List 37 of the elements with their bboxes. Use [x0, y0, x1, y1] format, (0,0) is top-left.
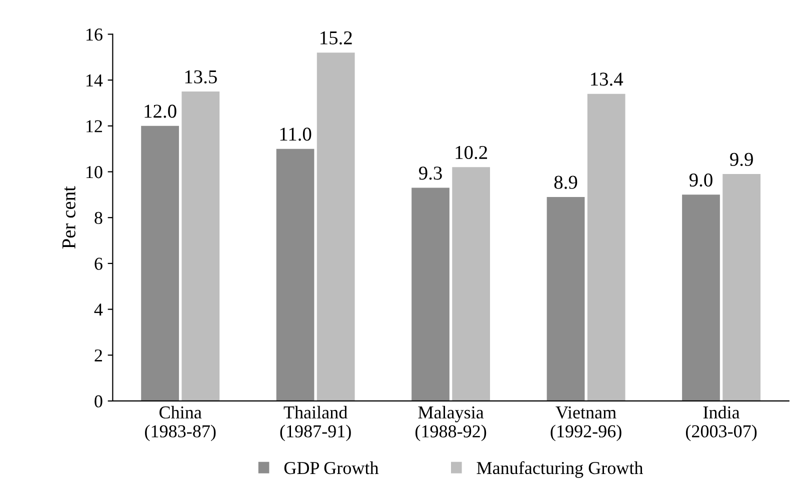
bar [412, 188, 450, 401]
y-tick-label: 4 [94, 304, 103, 316]
data-label: 8.9 [554, 176, 578, 189]
data-label: 12.0 [144, 104, 176, 118]
y-tick-label: 8 [94, 212, 102, 224]
data-label: 15.2 [320, 31, 352, 45]
y-tick-label: 10 [86, 166, 102, 178]
x-tick-label: Vietnam (1992-96) [550, 406, 622, 442]
bar [546, 196, 585, 401]
y-tick-label: 0 [94, 395, 102, 408]
bar [276, 148, 314, 401]
bar [452, 167, 490, 401]
x-tick-label: Malaysia (1988-92) [415, 406, 486, 442]
x-tick-label: Thailand (1987-91) [280, 406, 351, 442]
data-label: 9.9 [730, 152, 753, 166]
bar [182, 92, 220, 401]
data-label: 13.5 [185, 70, 217, 84]
y-tick-label: 2 [94, 349, 102, 362]
data-label: 10.2 [456, 146, 488, 160]
data-label: 13.4 [591, 72, 624, 86]
y-tick-label: 6 [94, 258, 102, 270]
x-tick-label: India (2003-07) [686, 406, 757, 442]
data-label: 11.0 [280, 128, 312, 141]
y-tick-label: 14 [86, 74, 103, 86]
bar [722, 174, 760, 401]
data-label: 9.3 [418, 166, 442, 180]
bar [316, 52, 355, 401]
bar [587, 94, 626, 401]
data-label: 9.0 [689, 173, 712, 187]
legend-label: GDP Growth [284, 461, 379, 474]
legend-label: Manufacturing Growth [476, 461, 643, 478]
bar [682, 194, 720, 401]
x-tick-label: China (1983-87) [145, 406, 216, 442]
y-tick-label: 12 [86, 120, 102, 132]
y-axis-title: Per cent [62, 186, 76, 249]
y-tick-label: 16 [86, 28, 102, 41]
bar [141, 126, 179, 401]
